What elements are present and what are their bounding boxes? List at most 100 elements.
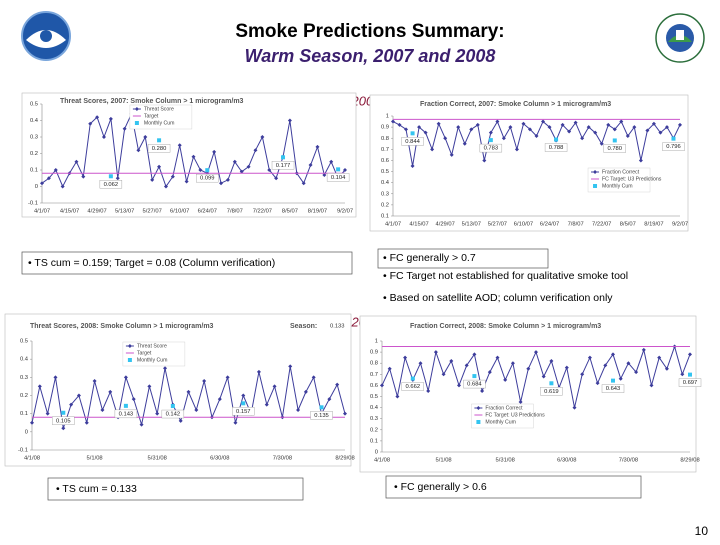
- data-point: [131, 397, 136, 402]
- data-point: [469, 127, 474, 132]
- note-box: [47, 477, 304, 501]
- data-point: [178, 418, 183, 423]
- value-label-box: [662, 142, 685, 151]
- y-tick-label: 0.9: [381, 125, 389, 131]
- x-tick-label: 8/29/08: [680, 458, 699, 464]
- x-tick-label: 5/27/07: [143, 209, 162, 215]
- data-point: [395, 394, 400, 399]
- data-point: [53, 375, 58, 380]
- legend-swatch: [476, 420, 481, 424]
- value-label: 0.788: [549, 145, 564, 151]
- data-point: [335, 382, 340, 387]
- data-point: [397, 122, 402, 127]
- value-label-box: [114, 409, 138, 419]
- data-point: [163, 184, 168, 189]
- data-point: [657, 355, 662, 360]
- data-point: [139, 422, 144, 427]
- data-point: [108, 389, 113, 394]
- data-point: [495, 119, 500, 124]
- data-point: [217, 397, 222, 402]
- data-point: [225, 375, 230, 380]
- value-label: 0.619: [544, 389, 559, 395]
- data-point: [322, 172, 327, 177]
- data-point: [472, 352, 477, 357]
- data-point: [580, 372, 585, 377]
- data-point: [462, 141, 467, 146]
- y-tick-label: 0.8: [381, 136, 389, 142]
- data-point: [288, 364, 293, 369]
- x-tick-label: 9/2/07: [337, 209, 353, 215]
- x-tick-label: 8/19/07: [644, 222, 663, 228]
- y-tick-label: 0: [35, 184, 38, 190]
- data-point: [464, 363, 469, 368]
- value-label: 0.157: [236, 409, 251, 415]
- data-point: [301, 181, 306, 186]
- data-point: [541, 119, 546, 124]
- value-label: 0.643: [606, 386, 621, 392]
- value-label-box: [678, 378, 702, 387]
- x-tick-label: 4/29/07: [87, 209, 106, 215]
- data-point: [232, 159, 237, 164]
- x-tick-label: 4/15/07: [60, 209, 79, 215]
- data-point: [417, 125, 422, 130]
- data-point: [436, 121, 441, 126]
- value-label: 0.783: [484, 146, 499, 152]
- legend-label: Monthly Cum: [485, 419, 516, 425]
- value-label-box: [463, 379, 486, 389]
- note: • FC generally > 0.7: [383, 252, 476, 264]
- data-point: [680, 372, 685, 377]
- data-point: [343, 411, 347, 416]
- legend-label: Monthly Cum: [602, 183, 633, 189]
- value-label-box: [310, 411, 333, 420]
- legend-label: Monthly Cum: [144, 120, 175, 126]
- data-point: [343, 168, 347, 172]
- data-point: [212, 149, 217, 154]
- value-label-box: [196, 173, 219, 183]
- data-point: [40, 181, 44, 186]
- data-point: [101, 135, 106, 139]
- legend-swatch: [134, 121, 139, 125]
- data-point: [664, 366, 669, 371]
- slide-title: Smoke Predictions Summary:: [235, 21, 504, 42]
- x-tick-label: 4/15/07: [409, 222, 428, 228]
- data-point: [225, 177, 230, 182]
- value-label: 0.780: [608, 146, 623, 152]
- data-point: [267, 168, 272, 172]
- y-tick-label: 0.5: [381, 169, 389, 175]
- y-tick-label: 0.3: [381, 191, 389, 197]
- y-tick-label: 0.2: [381, 202, 389, 208]
- x-tick-label: 6/30/08: [557, 458, 576, 464]
- data-point: [60, 184, 65, 189]
- data-point: [678, 122, 682, 127]
- data-point: [380, 383, 384, 388]
- data-point: [612, 127, 617, 132]
- data-point: [645, 128, 650, 133]
- data-point: [586, 125, 591, 130]
- x-tick-label: 4/1/08: [374, 458, 390, 464]
- x-tick-label: 8/29/08: [335, 456, 354, 462]
- monthly-cum-point: [336, 167, 341, 172]
- x-tick-label: 7/22/07: [592, 222, 611, 228]
- chart-title: Threat Scores, 2008: Smoke Column > 1 mi…: [30, 323, 214, 330]
- data-point: [108, 116, 113, 121]
- legend-label: Fraction Correct: [485, 405, 523, 411]
- y-tick-label: 0.1: [20, 411, 28, 417]
- y-tick-label: 0.5: [20, 339, 28, 345]
- x-tick-label: 7/30/08: [619, 458, 638, 464]
- x-tick-label: 4/1/07: [34, 209, 50, 215]
- data-point: [122, 126, 127, 131]
- data-point: [239, 169, 244, 174]
- value-label: 0.796: [666, 144, 681, 150]
- data-point: [260, 135, 265, 139]
- data-point: [329, 159, 334, 164]
- x-tick-label: 6/30/08: [210, 456, 229, 462]
- y-tick-label: 0: [25, 429, 28, 435]
- monthly-cum-point: [611, 378, 615, 383]
- data-point: [264, 402, 269, 407]
- legend-label: Target: [137, 350, 152, 356]
- data-point: [638, 158, 643, 163]
- data-point: [241, 393, 246, 398]
- chart-area: [369, 94, 689, 232]
- value-label-box: [544, 143, 568, 152]
